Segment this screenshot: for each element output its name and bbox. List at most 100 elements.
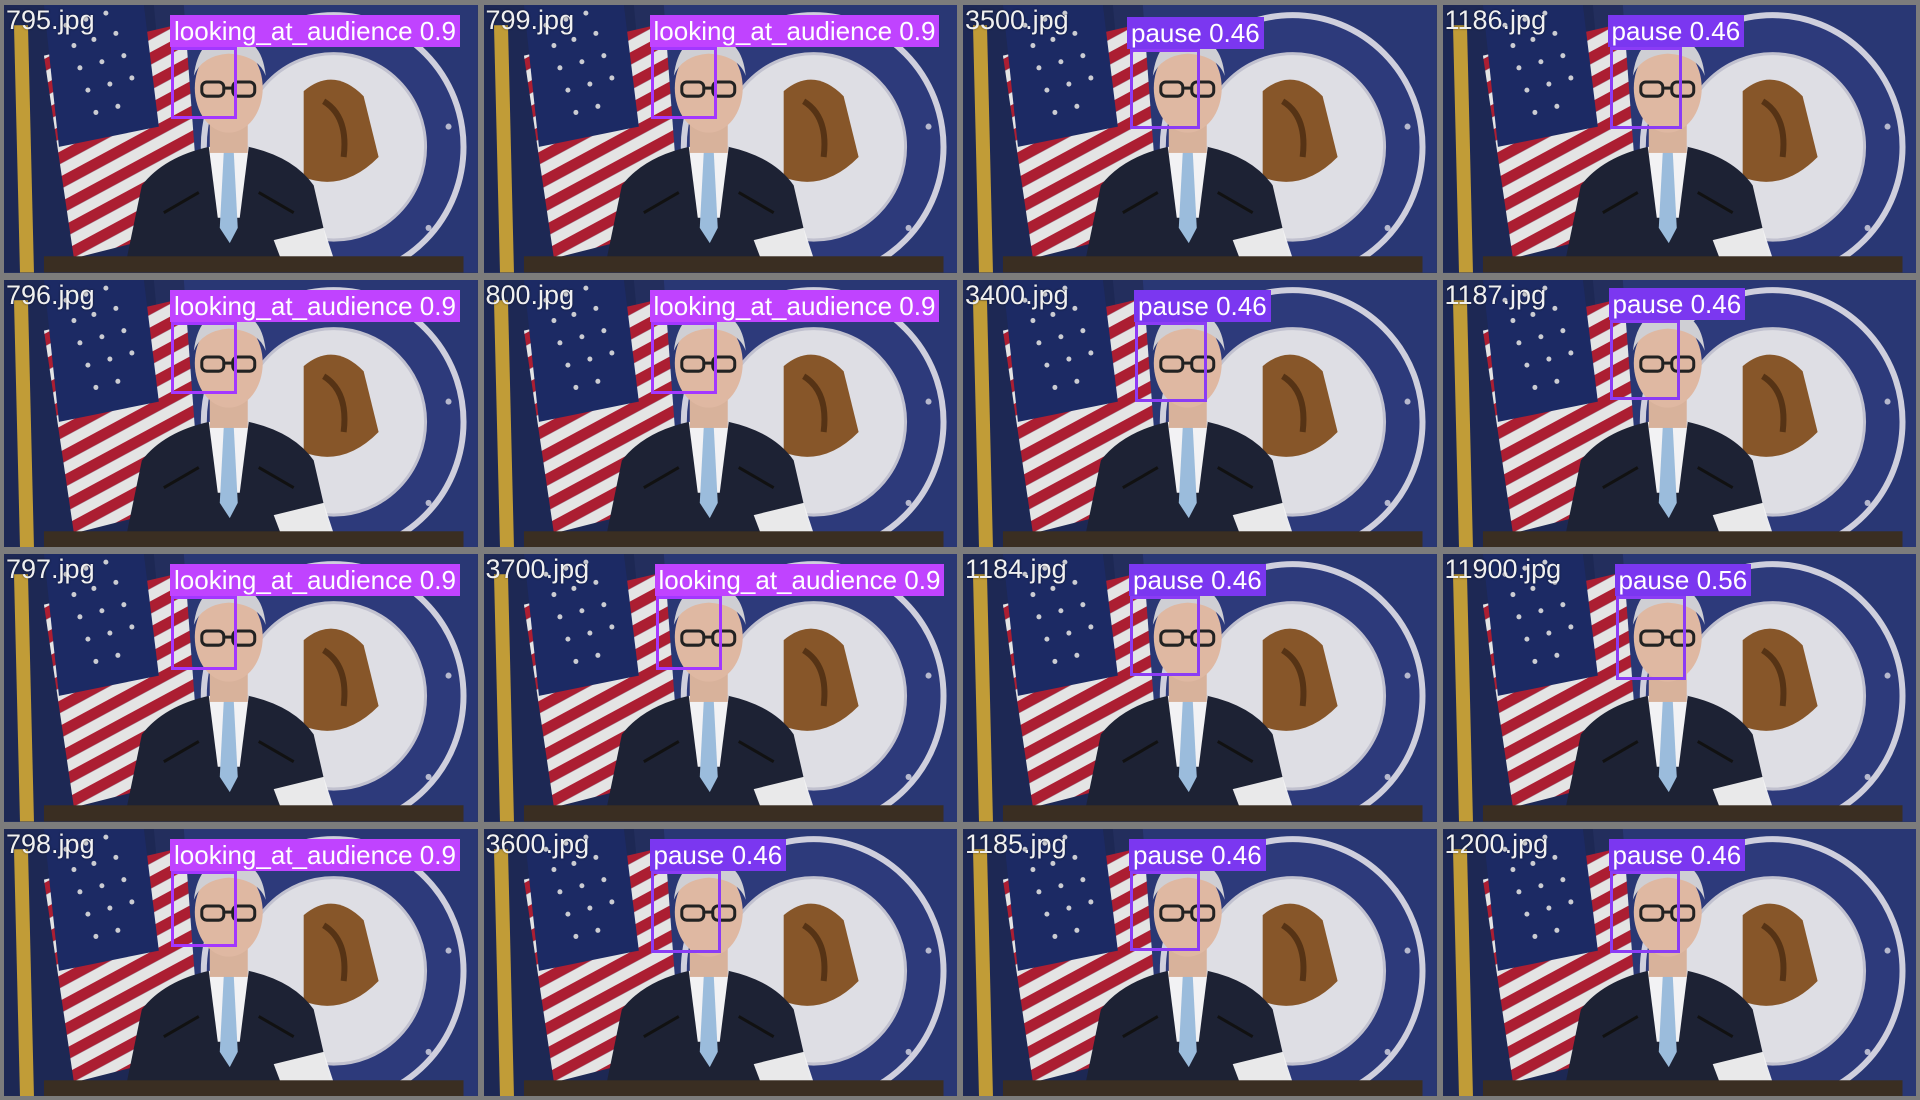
- tie: [1658, 426, 1677, 518]
- flag-pole: [493, 574, 514, 822]
- tie: [219, 151, 238, 244]
- detection-label: pause 0.46: [1608, 838, 1746, 871]
- result-tile: 3600.jpg pause 0.46: [483, 828, 957, 1096]
- press-conference-scene: [4, 554, 478, 822]
- face-bounding-box: [1130, 870, 1200, 951]
- podium: [43, 1079, 464, 1096]
- flag-pole: [493, 848, 514, 1096]
- result-tile: 796.jpg looking_at_audience 0.9: [4, 279, 478, 547]
- microphone: [1122, 465, 1159, 489]
- flag-pole: [13, 848, 34, 1096]
- face-bounding-box: [1615, 596, 1686, 680]
- press-conference-scene: [483, 828, 957, 1096]
- filename-label: 3400.jpg: [965, 279, 1069, 310]
- result-tile: 797.jpg looking_at_audience 0.9: [4, 554, 478, 822]
- microphone: [163, 191, 200, 215]
- frame-image: [963, 554, 1437, 822]
- tie: [219, 426, 238, 518]
- podium: [1002, 530, 1423, 547]
- microphone: [1601, 465, 1639, 489]
- filename-label: 3700.jpg: [485, 554, 590, 584]
- flag-pole: [1452, 299, 1473, 547]
- press-conference-scene: [963, 5, 1437, 273]
- detection-label: looking_at_audience 0.9: [170, 838, 460, 871]
- press-conference-scene: [4, 5, 478, 273]
- result-tile: 795.jpg looking_at_audience 0.9: [4, 5, 478, 273]
- podium: [1002, 1079, 1423, 1096]
- tie: [699, 426, 718, 518]
- detection-label: pause 0.46: [1127, 17, 1264, 49]
- result-tile: 3700.jpg looking_at_audience 0.9: [483, 554, 957, 822]
- face-bounding-box: [171, 47, 237, 119]
- podium: [1482, 805, 1903, 822]
- microphone: [642, 1014, 680, 1038]
- detection-label: looking_at_audience 0.9: [170, 15, 460, 47]
- tie: [1658, 975, 1677, 1067]
- press-conference-scene: [483, 5, 957, 273]
- microphone: [163, 1014, 200, 1038]
- microphone: [1601, 740, 1639, 764]
- frame-image: [4, 828, 478, 1096]
- detection-label: looking_at_audience 0.9: [170, 289, 460, 322]
- frame-image: [1442, 279, 1916, 547]
- filename-label: 795.jpg: [6, 5, 95, 35]
- podium: [1002, 256, 1423, 273]
- tie: [1178, 151, 1197, 244]
- tie: [699, 700, 718, 793]
- face-bounding-box: [650, 321, 717, 394]
- result-tile: 798.jpg looking_at_audience 0.9: [4, 828, 478, 1096]
- face-bounding-box: [650, 47, 717, 119]
- flag-pole: [972, 848, 993, 1096]
- frame-image: [483, 554, 957, 822]
- podium: [1002, 805, 1423, 822]
- face-bounding-box: [655, 596, 722, 670]
- flag-pole: [1452, 574, 1473, 822]
- result-tile: 1185.jpg pause 0.46: [963, 828, 1437, 1096]
- microphone: [1601, 191, 1639, 215]
- podium: [523, 1079, 944, 1096]
- detection-label: pause 0.46: [1134, 289, 1271, 322]
- podium: [1482, 1079, 1903, 1096]
- tie: [1658, 700, 1677, 793]
- face-bounding-box: [1609, 870, 1680, 953]
- face-bounding-box: [1130, 596, 1200, 676]
- press-conference-scene: [4, 828, 478, 1096]
- flag-pole: [972, 299, 993, 547]
- face-bounding-box: [1609, 47, 1682, 129]
- podium: [523, 256, 944, 273]
- flag-pole: [493, 25, 514, 273]
- microphone: [1122, 740, 1159, 764]
- frame-image: [483, 279, 957, 547]
- podium: [1482, 256, 1903, 273]
- filename-label: 1187.jpg: [1444, 279, 1547, 310]
- detection-label: looking_at_audience 0.9: [654, 564, 945, 596]
- podium: [43, 805, 464, 822]
- face-bounding-box: [1609, 319, 1680, 400]
- press-conference-scene: [4, 279, 478, 547]
- frame-image: [4, 5, 478, 273]
- tie: [699, 975, 718, 1067]
- press-conference-scene: [1442, 828, 1916, 1096]
- face-bounding-box: [650, 870, 721, 953]
- result-tile: 1187.jpg pause 0.46: [1442, 279, 1916, 547]
- podium: [43, 530, 464, 547]
- tie: [1178, 700, 1197, 793]
- filename-label: 797.jpg: [6, 554, 95, 584]
- microphone: [642, 191, 680, 215]
- podium: [523, 805, 944, 822]
- microphone: [1601, 1014, 1639, 1038]
- detection-label: looking_at_audience 0.9: [649, 15, 940, 47]
- filename-label: 1200.jpg: [1444, 828, 1549, 859]
- tie: [699, 151, 718, 244]
- frame-image: [1442, 828, 1916, 1096]
- filename-label: 1185.jpg: [965, 828, 1067, 859]
- frame-image: [4, 554, 478, 822]
- frame-image: [483, 828, 957, 1096]
- detection-label: pause 0.46: [649, 838, 787, 871]
- flag-pole: [972, 574, 993, 822]
- face-bounding-box: [1130, 49, 1200, 129]
- microphone: [163, 465, 200, 489]
- press-conference-scene: [483, 279, 957, 547]
- press-conference-scene: [1442, 5, 1916, 273]
- tie: [1178, 975, 1197, 1067]
